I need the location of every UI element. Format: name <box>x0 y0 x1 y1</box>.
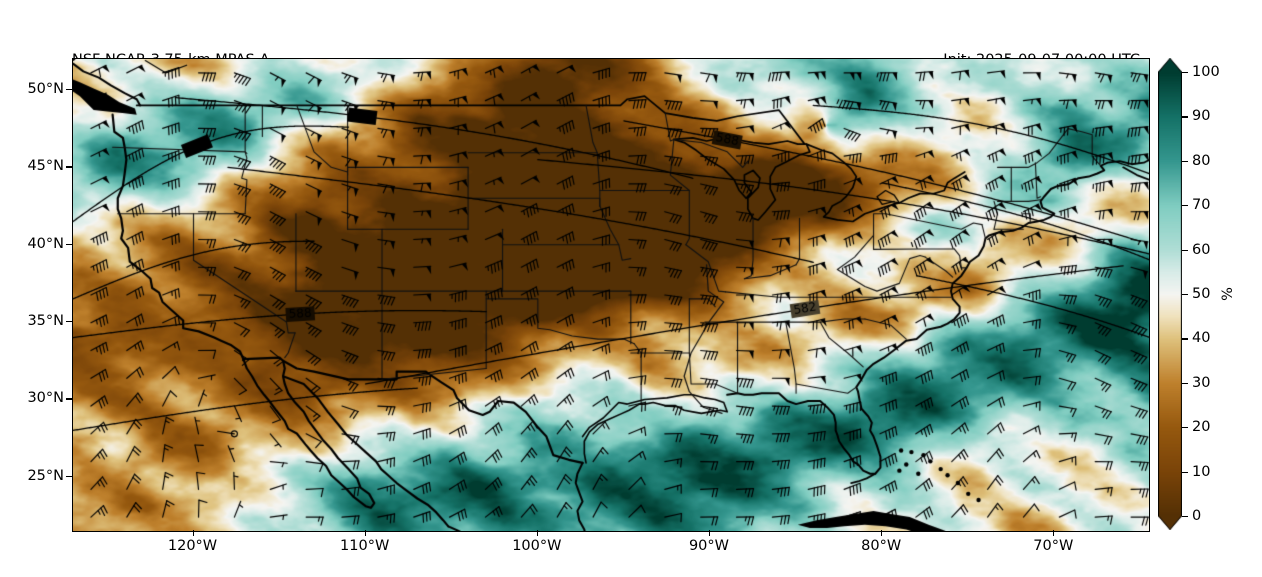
map-plot-area <box>72 58 1150 532</box>
longitude-tick-label: 100°W <box>512 538 562 554</box>
colorbar-tick-mark <box>1182 205 1188 207</box>
longitude-tick-mark <box>536 530 539 536</box>
longitude-tick-mark <box>364 530 366 536</box>
colorbar-tick-label: 20 <box>1192 419 1211 436</box>
longitude-tick-mark <box>881 530 883 536</box>
colorbar-tick-label: 100 <box>1192 64 1220 80</box>
colorbar-tick-mark <box>1182 338 1188 340</box>
latitude-tick-label: 25°N <box>27 467 64 484</box>
colorbar-unit-label: % <box>1220 287 1236 301</box>
latitude-tick-label: 30°N <box>27 390 64 407</box>
longitude-tick-mark <box>192 530 194 536</box>
colorbar-tick-mark <box>1182 427 1188 429</box>
colorbar-tick-mark <box>1182 249 1188 251</box>
latitude-tick-label: 50°N <box>27 80 64 97</box>
colorbar-gradient <box>1158 58 1182 530</box>
latitude-tick-label: 40°N <box>27 235 64 252</box>
longitude-tick-label: 90°W <box>688 538 730 554</box>
longitude-tick-label: 70°W <box>1033 538 1074 554</box>
colorbar-tick-mark <box>1182 382 1188 384</box>
longitude-tick-mark <box>708 530 711 536</box>
colorbar-tick-mark <box>1182 116 1188 118</box>
colorbar-tick-mark <box>1182 160 1188 162</box>
colorbar <box>1158 58 1182 530</box>
colorbar-tick-label: 80 <box>1192 152 1211 169</box>
colorbar-tick-mark <box>1182 471 1188 473</box>
latitude-tick-mark <box>66 475 72 478</box>
latitude-tick-label: 35°N <box>27 313 64 330</box>
latitude-tick-mark <box>66 88 72 91</box>
colorbar-tick-mark <box>1182 516 1188 518</box>
colorbar-tick-label: 60 <box>1192 241 1211 258</box>
latitude-tick-mark <box>66 166 72 168</box>
colorbar-tick-mark <box>1182 72 1188 74</box>
humidity-field-canvas <box>73 59 1149 531</box>
colorbar-tick-label: 30 <box>1192 374 1211 391</box>
latitude-tick-mark <box>66 398 72 400</box>
colorbar-tick-label: 10 <box>1192 463 1211 480</box>
longitude-tick-label: 120°W <box>167 538 218 554</box>
longitude-tick-label: 80°W <box>861 538 902 554</box>
colorbar-tick-label: 50 <box>1192 286 1211 302</box>
latitude-tick-mark <box>66 243 72 245</box>
colorbar-tick-mark <box>1182 294 1188 296</box>
colorbar-tick-label: 40 <box>1192 330 1211 347</box>
latitude-tick-mark <box>66 321 72 323</box>
longitude-tick-mark <box>1053 530 1055 536</box>
colorbar-tick-label: 0 <box>1192 508 1202 524</box>
latitude-tick-label: 45°N <box>27 158 64 175</box>
colorbar-tick-label: 70 <box>1192 197 1211 214</box>
colorbar-tick-label: 90 <box>1192 108 1211 125</box>
longitude-tick-label: 110°W <box>340 538 390 554</box>
